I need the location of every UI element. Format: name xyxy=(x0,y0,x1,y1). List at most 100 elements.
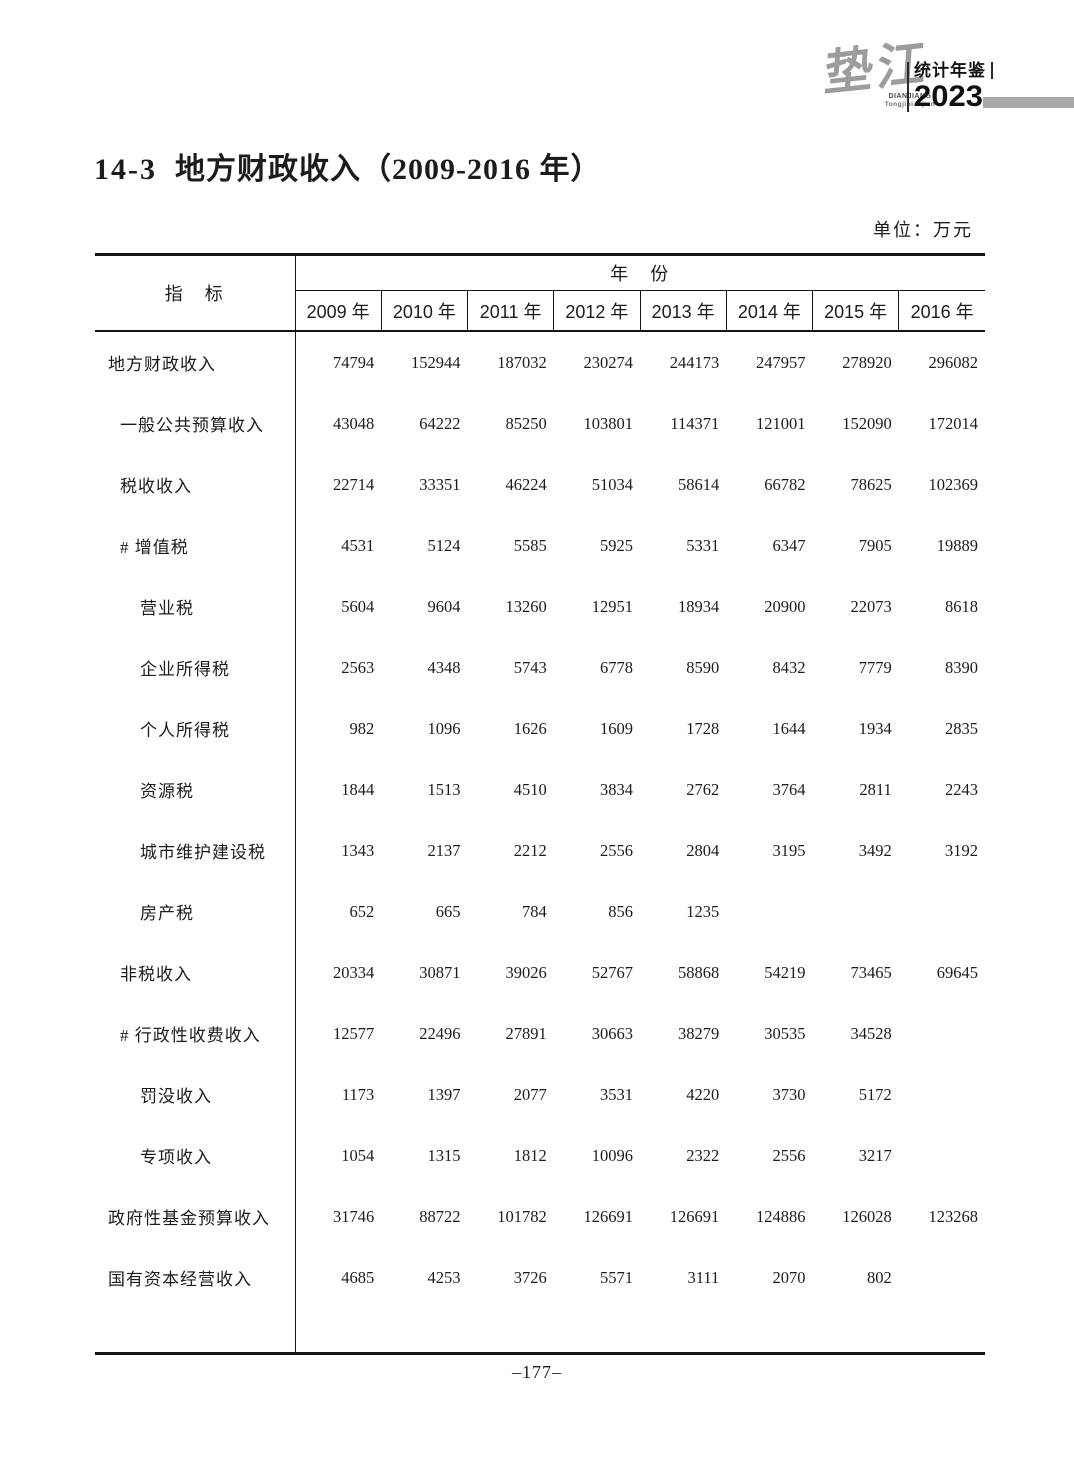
value-cell xyxy=(899,1247,985,1308)
value-cell: 7905 xyxy=(858,535,892,555)
value-cell xyxy=(726,881,812,942)
row-label: 资源税 xyxy=(95,759,296,820)
value-cell: 4510 xyxy=(513,779,547,799)
value-cell: 4253 xyxy=(427,1267,461,1287)
row-label: 房产税 xyxy=(95,881,296,942)
value-cell: 230274 xyxy=(583,352,634,372)
value-cell: 39026 xyxy=(505,962,547,982)
value-cell: 8618 xyxy=(945,596,978,616)
table-row: 一般公共预算收入 43048 64222 85250 103801 114371 12100… xyxy=(95,393,985,454)
value-cell: 74794 xyxy=(333,352,375,372)
value-cell: 1609 xyxy=(600,718,633,738)
value-cell: 4348 xyxy=(427,657,461,677)
value-cell: 1934 xyxy=(858,718,892,738)
table-spacer-row xyxy=(95,1308,985,1354)
value-cell: 51034 xyxy=(591,474,633,494)
row-label: 个人所得税 xyxy=(95,698,296,759)
value-cell: 7779 xyxy=(858,657,892,677)
value-cell: 22073 xyxy=(850,596,892,616)
value-cell: 665 xyxy=(435,901,461,921)
year-header-cell: 2016 年 xyxy=(898,290,985,331)
value-cell xyxy=(899,1125,985,1186)
spacer-cell xyxy=(295,1308,985,1354)
value-cell: 3531 xyxy=(600,1084,633,1104)
value-cell: 20334 xyxy=(333,962,375,982)
page-title: 14-3 地方财政收入（2009-2016 年） xyxy=(94,144,602,188)
year-header-cell: 2013 年 xyxy=(639,290,727,331)
value-cell: 52767 xyxy=(591,962,633,982)
value-cell: 103801 xyxy=(583,413,634,433)
table-header: 指 标 年 份 2009 年 2010 年 2011 年 2012 年 2013 年 20… xyxy=(95,254,985,331)
value-cell xyxy=(899,1064,985,1125)
row-label: 专项收入 xyxy=(95,1125,296,1186)
table-row: 税收收入 22714 33351 46224 51034 58614 66782 78625 1… xyxy=(95,454,985,515)
value-cell: 121001 xyxy=(756,413,806,433)
value-cell: 1315 xyxy=(427,1145,461,1165)
value-cell: 3111 xyxy=(687,1267,720,1287)
value-cell: 2556 xyxy=(772,1145,806,1165)
value-cell: 5124 xyxy=(427,535,461,555)
value-cell: 2556 xyxy=(600,840,633,860)
value-cell: 1844 xyxy=(341,779,375,799)
value-cell: 30535 xyxy=(764,1023,806,1043)
logo-yearbook-label: 统计年鉴 xyxy=(914,62,993,79)
value-cell: 3192 xyxy=(945,840,978,860)
value-cell: 13260 xyxy=(505,596,547,616)
value-cell: 12951 xyxy=(591,596,633,616)
value-cell: 46224 xyxy=(505,474,547,494)
value-cell: 1513 xyxy=(427,779,461,799)
row-label: 一般公共预算收入 xyxy=(95,393,296,454)
value-cell: 73465 xyxy=(850,962,892,982)
value-cell: 126028 xyxy=(842,1206,892,1226)
value-cell: 18934 xyxy=(678,596,720,616)
value-cell: 187032 xyxy=(497,352,547,372)
indicator-column-header: 指 标 xyxy=(95,254,296,331)
year-header-row: 2009 年 2010 年 2011 年 2012 年 2013 年 2014 年 2015… xyxy=(95,290,985,331)
value-cell: 247957 xyxy=(756,352,806,372)
value-cell: 2811 xyxy=(859,779,892,799)
value-cell: 5925 xyxy=(600,535,633,555)
year-header-cell: 2010 年 xyxy=(380,290,468,331)
value-cell: 30663 xyxy=(591,1023,633,1043)
value-cell: 3764 xyxy=(772,779,806,799)
row-label: 税收收入 xyxy=(95,454,296,515)
value-cell: 1644 xyxy=(772,718,806,738)
table-row: 资源税 1844 1513 4510 3834 2762 3764 2811 2243 xyxy=(95,759,985,820)
value-cell: 802 xyxy=(867,1267,892,1287)
value-cell: 4531 xyxy=(341,535,375,555)
table-body: 地方财政收入 74794 152944 187032 230274 244173 24795… xyxy=(95,331,985,1354)
value-cell: 1397 xyxy=(427,1084,461,1104)
yearbook-logo: 垫江 DIANJIANG Tongjinianjian 统计年鉴 2023 xyxy=(810,35,1074,114)
value-cell: 31746 xyxy=(333,1206,375,1226)
year-header-cell: 2011 年 xyxy=(466,290,554,331)
value-cell: 66782 xyxy=(764,474,806,494)
value-cell: 856 xyxy=(608,901,633,921)
table-row: 营业税 5604 9604 13260 12951 18934 20900 22073 8618 xyxy=(95,576,985,637)
row-label: # 行政性收费收入 xyxy=(95,1003,296,1064)
value-cell: 5604 xyxy=(341,596,375,616)
value-cell: 38279 xyxy=(678,1023,720,1043)
value-cell: 1096 xyxy=(427,718,461,738)
value-cell: 5331 xyxy=(686,535,720,555)
value-cell: 9604 xyxy=(427,596,461,616)
table-row: 城市维护建设税 1343 2137 2212 2556 2804 3195 3492 3192 xyxy=(95,820,985,881)
value-cell: 4685 xyxy=(341,1267,375,1287)
value-cell: 58614 xyxy=(678,474,720,494)
value-cell: 3834 xyxy=(600,779,633,799)
table-title-text: 地方财政收入（2009-2016 年） xyxy=(175,153,602,186)
value-cell: 172014 xyxy=(928,413,979,433)
value-cell: 101782 xyxy=(497,1206,547,1226)
table-row: 房产税 652 665 784 856 1235 xyxy=(95,881,985,942)
value-cell: 1343 xyxy=(341,840,375,860)
value-cell: 27891 xyxy=(505,1023,547,1043)
value-cell: 58868 xyxy=(678,962,720,982)
row-label: 城市维护建设税 xyxy=(95,820,296,881)
value-cell: 152090 xyxy=(842,413,892,433)
year-header-cell: 2014 年 xyxy=(725,290,813,331)
value-cell: 5571 xyxy=(600,1267,633,1287)
value-cell: 114371 xyxy=(670,413,720,433)
table-row: 非税收入 20334 30871 39026 52767 58868 54219 73465 6… xyxy=(95,942,985,1003)
value-cell: 43048 xyxy=(333,413,375,433)
value-cell: 5585 xyxy=(513,535,547,555)
